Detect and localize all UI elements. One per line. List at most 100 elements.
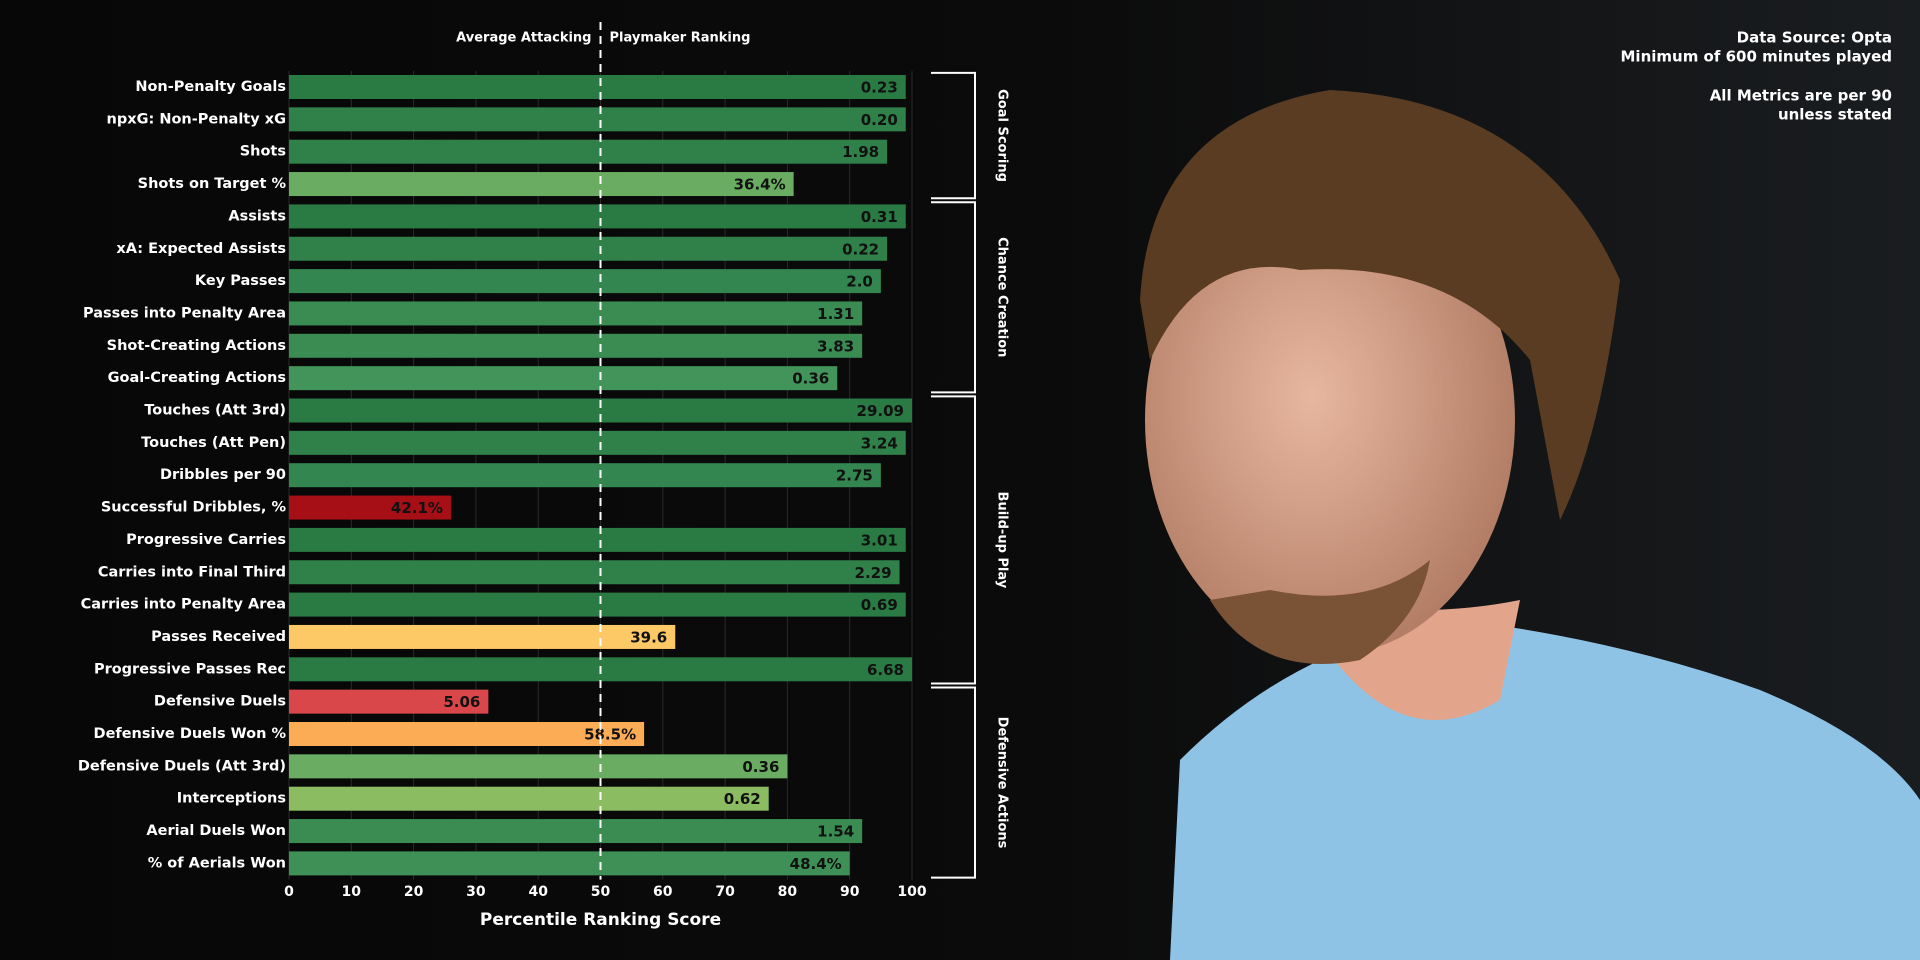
bar [289,819,863,844]
data-label: 0.36 [792,370,829,388]
bar [289,560,900,585]
data-label: 58.5% [584,726,636,744]
x-tick-label: 60 [653,884,673,900]
category-label: Goal-Creating Actions [108,370,286,386]
data-label: 48.4% [790,855,842,873]
data-label: 0.62 [724,790,761,808]
data-label: 3.01 [861,531,898,549]
category-label: Interceptions [177,791,286,807]
bar [289,722,645,746]
bar [289,333,863,358]
data-label: 0.31 [861,208,898,226]
x-tick-label: 70 [715,884,735,900]
category-label: Shot-Creating Actions [107,338,286,354]
category-label: Successful Dribbles, % [101,500,287,516]
data-label: 0.23 [861,79,898,97]
bar [289,463,881,488]
data-label: 6.68 [867,661,904,679]
bar [289,139,888,164]
bar [289,269,881,294]
x-tick-label: 20 [404,884,424,900]
category-label: Defensive Duels Won % [94,726,287,742]
data-label: 29.09 [857,402,904,420]
category-label: Passes Received [151,629,286,645]
category-label: Passes into Penalty Area [83,305,286,321]
bar [289,236,888,261]
data-label: 5.06 [443,693,480,711]
data-label: 2.29 [855,564,892,582]
data-label: 2.75 [836,467,873,485]
bar [289,495,451,520]
bar [289,75,906,99]
note: Data Source: Opta [1737,29,1892,47]
data-label: 42.1% [391,499,443,517]
category-label: Non-Penalty Goals [135,79,286,95]
bar [289,689,489,714]
group-bracket [931,201,976,394]
group-label: Goal Scoring [995,89,1010,182]
category-label: Touches (Att Pen) [141,435,286,451]
category-label: Touches (Att 3rd) [144,403,286,419]
bar [289,107,906,132]
category-label: Progressive Passes Rec [94,661,286,677]
bar [289,301,863,326]
data-label: 1.31 [817,305,854,323]
bar [289,172,794,197]
x-tick-label: 90 [840,884,860,900]
bar [289,754,788,779]
data-label: 0.22 [842,240,879,258]
data-label: 3.83 [817,337,854,355]
category-label: Key Passes [195,273,286,289]
group-label: Chance Creation [995,237,1010,357]
reference-right-label: Playmaker Ranking [610,31,751,46]
x-tick-label: 100 [897,884,926,900]
group-label: Build-up Play [995,492,1010,589]
data-label: 39.6 [630,628,667,646]
bar [289,527,906,552]
group-bracket [931,71,976,200]
data-label: 1.98 [842,143,879,161]
x-axis-title: Percentile Ranking Score [480,910,721,930]
group-bracket [931,395,976,685]
category-label: Shots [240,144,286,160]
category-label: Aerial Duels Won [146,823,286,839]
category-label: Carries into Final Third [98,564,286,580]
bar [289,204,906,229]
category-label: Assists [228,208,286,224]
x-tick-label: 30 [466,884,486,900]
data-label: 36.4% [734,176,786,194]
data-label: 0.36 [742,758,779,776]
bar [289,366,838,391]
note: Minimum of 600 minutes played [1621,48,1893,66]
data-label: 0.69 [861,596,898,614]
note: All Metrics are per 90 [1710,87,1892,105]
x-tick-label: 40 [528,884,548,900]
data-label: 0.20 [861,111,898,129]
reference-left-label: Average Attacking [456,31,591,46]
category-label: Defensive Duels [154,694,286,710]
category-label: Defensive Duels (Att 3rd) [78,758,286,774]
note: unless stated [1778,106,1892,124]
bar [289,851,850,876]
category-label: Dribbles per 90 [160,467,286,483]
x-tick-label: 50 [591,884,611,900]
x-tick-label: 80 [778,884,798,900]
data-label: 1.54 [817,823,854,841]
x-tick-label: 0 [284,884,294,900]
category-label: npxG: Non-Penalty xG [107,111,286,127]
data-label: 2.0 [846,273,873,291]
bar [289,592,906,617]
group-label: Defensive Actions [995,717,1010,849]
data-label: 3.24 [861,434,898,452]
bar [289,430,906,455]
bar [289,786,769,811]
category-label: Shots on Target % [138,176,287,192]
group-bracket [931,686,976,879]
category-label: % of Aerials Won [148,855,286,871]
category-label: xA: Expected Assists [116,241,286,257]
bar [289,624,676,649]
player-photo [1140,90,1920,960]
category-label: Progressive Carries [126,532,286,548]
category-label: Carries into Penalty Area [81,597,286,613]
